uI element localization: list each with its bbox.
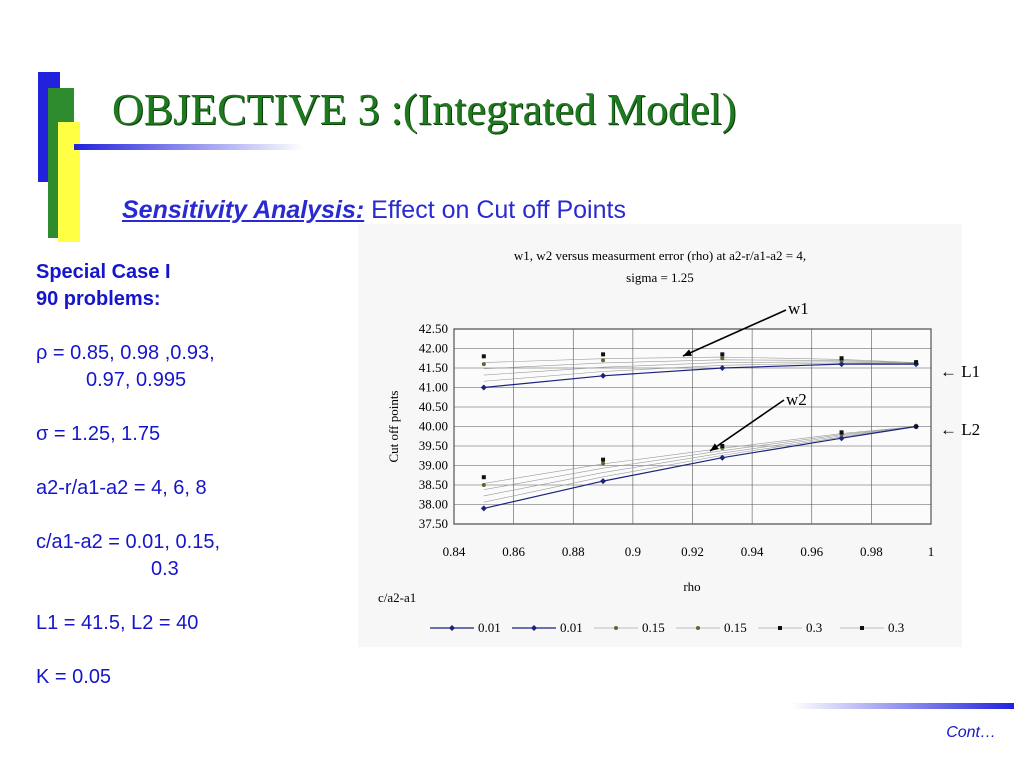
c-ratio-values-cont: 0.3 xyxy=(151,558,179,580)
x-tick-label: 0.84 xyxy=(443,544,466,559)
chart-title-line2: sigma = 1.25 xyxy=(626,270,694,285)
series-point-1 xyxy=(480,505,487,512)
y-tick-label: 39.00 xyxy=(419,458,448,473)
faint-curve xyxy=(483,426,917,497)
series-point-3 xyxy=(601,461,606,466)
y-tick-label: 40.50 xyxy=(419,399,448,414)
legend-marker-4 xyxy=(778,626,782,630)
faint-curve xyxy=(483,361,917,376)
y-tick-label: 37.50 xyxy=(419,516,448,531)
series-point-4 xyxy=(481,354,486,359)
y-tick-label: 38.50 xyxy=(419,477,448,492)
a2-ratio-values: a2-r/a1-a2 = 4, 6, 8 xyxy=(36,477,207,499)
c-ratio-values: c/a1-a2 = 0.01, 0.15, xyxy=(36,531,221,553)
w2-arrow-head xyxy=(710,443,719,451)
legend-label-5: 0.3 xyxy=(888,620,904,635)
y-tick-label: 42.50 xyxy=(419,321,448,336)
series-point-1 xyxy=(600,478,607,485)
y-axis-label: Cut off points xyxy=(386,391,401,463)
legend-label-1: 0.01 xyxy=(560,620,583,635)
x-tick-label: 1 xyxy=(928,544,935,559)
x-axis-label: rho xyxy=(683,579,700,594)
rho-values-cont: 0.97, 0.995 xyxy=(86,369,187,391)
annotation-w1: w1 xyxy=(788,299,809,318)
series-point-4 xyxy=(914,360,919,365)
x-tick-label: 0.86 xyxy=(502,544,525,559)
series-point-5 xyxy=(720,444,725,448)
series-point-5 xyxy=(914,424,919,429)
legend-marker-3 xyxy=(696,626,700,630)
series-point-5 xyxy=(601,457,606,462)
deco-block-yellow xyxy=(58,122,80,242)
slide-subtitle: Sensitivity Analysis: Effect on Cut off … xyxy=(122,196,626,225)
w2-arrow xyxy=(709,399,785,452)
x-tick-label: 0.92 xyxy=(681,544,704,559)
series-point-2 xyxy=(481,362,486,367)
legend-label-0: 0.01 xyxy=(478,620,501,635)
w1-arrow xyxy=(682,309,787,357)
series-point-2 xyxy=(601,358,606,363)
chart-title-line1: w1, w2 versus measurment error (rho) at … xyxy=(514,248,806,263)
series-point-5 xyxy=(839,430,844,435)
deco-underline xyxy=(74,144,304,150)
deco-bottom-bar xyxy=(792,703,1014,709)
series-point-4 xyxy=(720,352,725,357)
rho-values: ρ = 0.85, 0.98 ,0.93, xyxy=(36,342,215,364)
slide-title: OBJECTIVE 3 :(Integrated Model) xyxy=(112,85,737,134)
continue-label: Cont… xyxy=(946,724,996,741)
y-tick-label: 38.00 xyxy=(419,497,448,512)
series-point-2 xyxy=(720,356,725,361)
case-title: Special Case I xyxy=(36,261,171,283)
w1-arrow-head xyxy=(683,349,692,356)
series-point-0 xyxy=(600,372,607,379)
faint-curve xyxy=(483,426,917,490)
chart: 37.50 38.00 38.50 39.00 39.50 40.00 40.50 41.00… xyxy=(378,248,935,635)
legend-label-4: 0.3 xyxy=(806,620,822,635)
legend-marker-1 xyxy=(531,625,537,631)
series-point-4 xyxy=(601,352,606,357)
x-tick-label: 0.96 xyxy=(800,544,823,559)
parameter-list: Special Case I 90 problems: ρ = 0.85, 0.… xyxy=(36,259,356,691)
legend-marker-5 xyxy=(860,626,864,630)
annotation-L2: ← L2 xyxy=(940,420,981,439)
sigma-values: σ = 1.25, 1.75 xyxy=(36,423,161,445)
x-tick-label: 0.88 xyxy=(562,544,585,559)
x-tick-label: 0.98 xyxy=(860,544,883,559)
series-point-0 xyxy=(480,384,487,391)
legend-marker-0 xyxy=(449,625,455,631)
series-point-0 xyxy=(719,365,726,371)
series-point-1 xyxy=(719,454,726,461)
series-point-1 xyxy=(838,435,845,442)
annotation-w2: w2 xyxy=(786,390,807,409)
chart-container: 37.50 38.00 38.50 39.00 39.50 40.00 40.50 41.00… xyxy=(358,224,962,647)
legend-label-2: 0.15 xyxy=(642,620,665,635)
legend-marker-2 xyxy=(614,626,618,630)
annotation-L1: ← L1 xyxy=(940,362,981,381)
series-point-0 xyxy=(838,361,845,368)
y-tick-label: 41.50 xyxy=(419,360,448,375)
legend-label-3: 0.15 xyxy=(724,620,747,635)
y-tick-label: 42.00 xyxy=(419,341,448,356)
problems-count: 90 problems: xyxy=(36,288,161,310)
y-tick-label: 41.00 xyxy=(419,380,448,395)
subtitle-bold: Sensitivity Analysis: xyxy=(122,196,365,224)
legend-title: c/a2-a1 xyxy=(378,590,416,605)
y-tick-label: 39.50 xyxy=(419,438,448,453)
series-point-5 xyxy=(481,475,486,480)
series-point-4 xyxy=(839,356,844,361)
series-point-3 xyxy=(481,483,486,487)
x-tick-label: 0.94 xyxy=(741,544,764,559)
L-values: L1 = 41.5, L2 = 40 xyxy=(36,612,199,634)
K-value: K = 0.05 xyxy=(36,666,112,688)
y-tick-label: 40.00 xyxy=(419,419,448,434)
x-tick-label: 0.9 xyxy=(625,544,641,559)
subtitle-rest: Effect on Cut off Points xyxy=(364,196,626,224)
